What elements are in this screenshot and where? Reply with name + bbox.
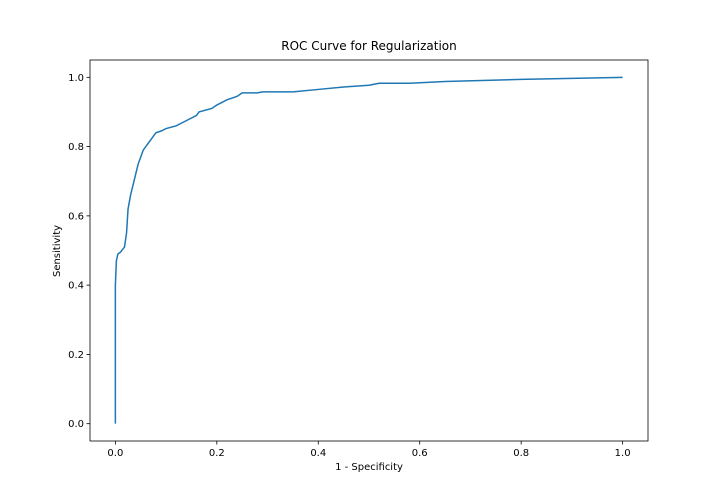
plot-frame [89, 59, 649, 442]
x-tick-label: 0.0 [107, 448, 123, 459]
y-tick-label: 0.6 [68, 211, 84, 222]
y-tick-label: 0.4 [68, 281, 84, 292]
roc-line [114, 76, 623, 424]
x-tick-label: 0.8 [513, 448, 529, 459]
x-tick-label: 0.4 [310, 448, 326, 459]
chart-title: ROC Curve for Regularization [281, 39, 457, 53]
x-axis-label: 1 - Specificity [335, 462, 403, 473]
x-tick-label: 1.0 [615, 448, 631, 459]
y-tick-label: 0.0 [68, 419, 84, 430]
y-tick-label: 0.2 [68, 350, 84, 361]
x-tick-label: 0.2 [209, 448, 225, 459]
x-tick-label: 0.6 [412, 448, 428, 459]
y-tick-label: 1.0 [68, 73, 84, 84]
y-axis-label: Sensitivity [52, 225, 63, 277]
y-tick-label: 0.8 [68, 142, 84, 153]
